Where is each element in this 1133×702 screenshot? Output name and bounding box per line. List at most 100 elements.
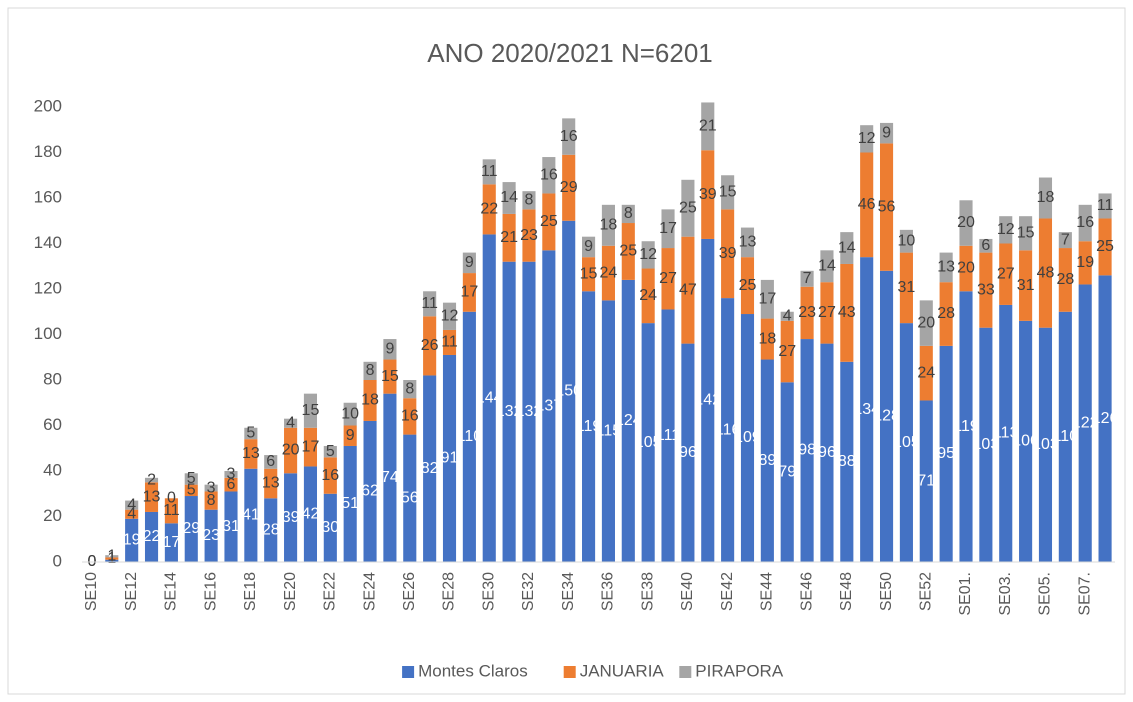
data-label: 16 bbox=[321, 467, 339, 484]
bar-segment bbox=[621, 204, 635, 224]
chart-title: ANO 2020/2021 N=6201 bbox=[427, 38, 713, 68]
bar-segment bbox=[939, 282, 953, 346]
x-tick-label: SE14 bbox=[163, 572, 180, 611]
bar-segment bbox=[184, 473, 198, 485]
bar-segment bbox=[959, 200, 973, 246]
data-label: 132 bbox=[516, 403, 543, 420]
data-label: 25 bbox=[679, 199, 697, 216]
bar-segment bbox=[303, 427, 318, 467]
x-tick-label: SE01. bbox=[957, 572, 974, 616]
data-label: 15 bbox=[302, 402, 320, 419]
x-tick-label: SE20 bbox=[282, 572, 299, 611]
x-tick-label: SE30 bbox=[480, 572, 497, 611]
data-label: 20 bbox=[917, 314, 935, 331]
bar-segment bbox=[502, 261, 516, 562]
data-label: 5 bbox=[246, 425, 255, 442]
data-label: 5 bbox=[187, 482, 196, 499]
bar-segment bbox=[860, 257, 874, 562]
data-label: 142 bbox=[694, 392, 721, 409]
data-label: 110 bbox=[1053, 428, 1079, 445]
data-label: 115 bbox=[596, 422, 622, 439]
data-label: 113 bbox=[993, 425, 1019, 442]
bar-segment bbox=[899, 252, 913, 324]
data-label: 27 bbox=[659, 270, 677, 287]
data-label: 9 bbox=[882, 124, 891, 141]
data-label: 21 bbox=[500, 229, 518, 246]
bar-segment bbox=[721, 175, 735, 210]
data-label: 98 bbox=[798, 442, 816, 459]
bar-segment bbox=[740, 314, 755, 562]
data-label: 18 bbox=[1037, 189, 1055, 206]
data-label: 25 bbox=[739, 277, 757, 294]
bar-segment bbox=[562, 154, 576, 221]
data-label: 31 bbox=[222, 518, 240, 535]
x-tick-label: SE07. bbox=[1076, 572, 1093, 616]
bar-segment bbox=[999, 243, 1013, 305]
data-label: 29 bbox=[182, 520, 200, 537]
data-label: 26 bbox=[421, 337, 439, 354]
legend-label: JANUARIA bbox=[580, 661, 665, 680]
bar-segment bbox=[740, 227, 755, 258]
data-label: 56 bbox=[878, 198, 896, 215]
bar-segment bbox=[780, 311, 794, 321]
bar-segment bbox=[681, 343, 695, 562]
bar-segment bbox=[125, 518, 139, 562]
bar-segment bbox=[363, 380, 377, 421]
data-label: 25 bbox=[619, 243, 637, 260]
bar-segment bbox=[582, 291, 596, 562]
data-label: 126 bbox=[1092, 410, 1119, 427]
data-label: 25 bbox=[1096, 238, 1114, 255]
bar-segment bbox=[899, 323, 913, 562]
bar-segment bbox=[959, 291, 973, 562]
bar-segment bbox=[701, 150, 715, 239]
bar-segment bbox=[959, 245, 973, 292]
bar-segment bbox=[800, 286, 814, 340]
bar-segment bbox=[1098, 193, 1112, 219]
bar-segment bbox=[879, 143, 894, 271]
bar-segment bbox=[562, 220, 576, 562]
bar-segment bbox=[979, 238, 993, 253]
y-tick-label: 180 bbox=[34, 142, 62, 161]
bar-segment bbox=[661, 309, 675, 562]
data-label: 39 bbox=[699, 186, 717, 203]
data-label: 7 bbox=[803, 270, 812, 287]
bar-segment bbox=[303, 393, 318, 428]
bar-segment bbox=[919, 345, 933, 401]
data-label: 1 bbox=[107, 552, 116, 569]
bar-segment bbox=[105, 557, 119, 560]
data-label: 19 bbox=[1076, 254, 1094, 271]
bar-segment bbox=[1038, 177, 1053, 219]
data-label: 124 bbox=[615, 412, 642, 429]
bar-segment bbox=[363, 420, 377, 562]
bar-segment bbox=[800, 270, 814, 287]
bar-segment bbox=[641, 268, 655, 324]
data-label: 46 bbox=[858, 196, 876, 213]
bar-segment bbox=[721, 209, 735, 299]
data-label: 17 bbox=[302, 438, 320, 455]
bar-segment bbox=[502, 213, 516, 262]
bar-segment bbox=[840, 361, 854, 562]
bar-segment bbox=[820, 282, 834, 344]
bar-segment bbox=[244, 427, 258, 440]
bar-segment bbox=[582, 257, 596, 292]
data-label: 105 bbox=[635, 434, 662, 451]
x-tick-label: SE44 bbox=[759, 572, 776, 611]
y-tick-label: 80 bbox=[43, 369, 62, 388]
data-label: 28 bbox=[262, 521, 280, 538]
bar-segment bbox=[879, 270, 894, 562]
data-label: 105 bbox=[893, 434, 920, 451]
data-label: 13 bbox=[262, 475, 280, 492]
bar-segment bbox=[522, 209, 536, 262]
y-tick-label: 20 bbox=[43, 506, 62, 525]
data-label: 89 bbox=[758, 452, 776, 469]
bar-segment bbox=[721, 298, 735, 562]
data-label: 18 bbox=[600, 217, 618, 234]
bar-segment bbox=[780, 320, 794, 383]
data-label: 28 bbox=[937, 305, 955, 322]
bar-segment bbox=[1098, 275, 1112, 562]
data-label: 74 bbox=[381, 469, 399, 486]
data-label: 8 bbox=[207, 492, 216, 509]
bar-segment bbox=[125, 500, 139, 510]
data-label: 12 bbox=[639, 246, 657, 263]
